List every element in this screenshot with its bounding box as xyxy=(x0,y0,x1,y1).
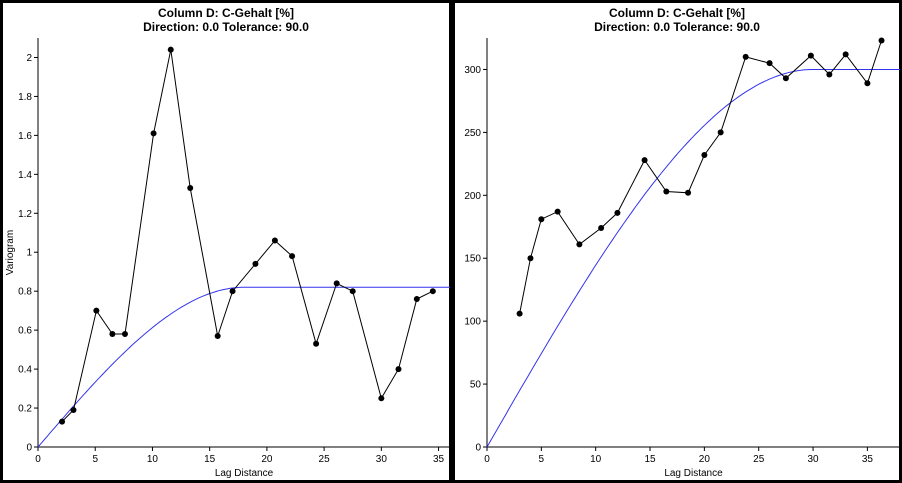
chart-title: Column D: C-Gehalt [%] xyxy=(158,6,294,20)
data-point xyxy=(766,60,773,67)
x-tick-label: 30 xyxy=(807,454,819,465)
data-point xyxy=(782,75,789,82)
x-tick-label: 10 xyxy=(590,454,602,465)
x-axis-label: Lag Distance xyxy=(215,468,274,479)
data-point xyxy=(378,395,385,402)
chart-title: Column D: C-Gehalt [%] xyxy=(609,6,745,20)
data-point xyxy=(538,216,545,223)
y-tick-label: 0.6 xyxy=(18,326,32,337)
data-point xyxy=(289,253,296,260)
x-tick-label: 35 xyxy=(862,454,874,465)
data-point xyxy=(413,295,420,302)
x-tick-label: 15 xyxy=(204,454,216,465)
y-tick-label: 0.4 xyxy=(18,365,32,376)
data-point xyxy=(717,129,724,136)
model-curve xyxy=(37,286,450,448)
data-point xyxy=(527,255,534,262)
data-point xyxy=(349,288,356,295)
chart-subtitle: Direction: 0.0 Tolerance: 90.0 xyxy=(594,20,760,34)
y-tick-label: 0 xyxy=(26,443,32,454)
y-tick-label: 1.4 xyxy=(18,170,32,181)
x-tick-label: 20 xyxy=(261,454,273,465)
y-tick-label: 1.8 xyxy=(18,92,32,103)
data-point xyxy=(864,80,871,87)
data-point xyxy=(878,37,885,44)
data-point xyxy=(271,237,278,244)
variogram-panel-left: Column D: C-Gehalt [%] Direction: 0.0 To… xyxy=(0,0,452,483)
data-point xyxy=(59,418,66,425)
data-point xyxy=(252,260,259,267)
experimental-variogram-line xyxy=(61,49,434,423)
data-point xyxy=(93,307,100,314)
variogram-plot-right: 0 5 10 15 20 25 30 35 0 50 100 150 200 250 300 Lag Dist… xyxy=(464,37,900,479)
data-point xyxy=(614,209,621,216)
x-tick-label: 30 xyxy=(376,454,388,465)
variogram-plot-left: 0 5 10 15 20 25 30 35 0 0.2 0.4 0.6 0.8 1 1.2 1.4 1.6 1.8… xyxy=(5,38,450,479)
data-point xyxy=(685,189,692,196)
variogram-panel-right: Column D: C-Gehalt [%] Direction: 0.0 To… xyxy=(452,0,902,483)
data-point xyxy=(842,51,849,58)
x-tick-label: 5 xyxy=(539,454,545,465)
x-axis-label: Lag Distance xyxy=(664,468,723,479)
y-tick-label: 0 xyxy=(475,443,481,454)
data-point xyxy=(214,332,221,339)
y-tick-label: 150 xyxy=(464,254,481,265)
data-point xyxy=(554,208,561,215)
data-point xyxy=(598,225,605,232)
x-tick-label: 35 xyxy=(433,454,445,465)
x-tick-label: 10 xyxy=(147,454,159,465)
data-point xyxy=(109,331,116,338)
data-point xyxy=(429,288,436,295)
data-point xyxy=(150,130,157,137)
data-point xyxy=(229,288,236,295)
y-tick-label: 1.6 xyxy=(18,131,32,142)
data-point xyxy=(807,52,814,59)
x-tick-label: 0 xyxy=(35,454,41,465)
data-point xyxy=(826,71,833,78)
y-tick-label: 200 xyxy=(464,191,481,202)
y-tick-label: 250 xyxy=(464,128,481,139)
data-point xyxy=(701,152,708,159)
data-point xyxy=(70,406,77,413)
data-point xyxy=(395,366,402,373)
y-tick-label: 1 xyxy=(26,248,32,259)
model-curve xyxy=(486,69,900,448)
data-point xyxy=(121,331,128,338)
data-point xyxy=(516,310,523,317)
y-axis-label: Variogram xyxy=(5,230,16,275)
data-point xyxy=(187,184,194,191)
data-point xyxy=(641,157,648,164)
y-tick-label: 100 xyxy=(464,317,481,328)
y-tick-label: 0.8 xyxy=(18,287,32,298)
data-point xyxy=(576,241,583,248)
x-tick-label: 25 xyxy=(753,454,765,465)
data-point xyxy=(333,280,340,287)
x-tick-label: 20 xyxy=(699,454,711,465)
data-point xyxy=(742,53,749,60)
x-tick-label: 25 xyxy=(319,454,331,465)
experimental-variogram-line xyxy=(519,40,882,314)
y-tick-label: 50 xyxy=(470,380,482,391)
x-tick-label: 5 xyxy=(92,454,98,465)
y-tick-label: 1.2 xyxy=(18,209,32,220)
data-point xyxy=(167,46,174,53)
x-tick-label: 15 xyxy=(644,454,656,465)
chart-subtitle: Direction: 0.0 Tolerance: 90.0 xyxy=(143,20,309,34)
x-tick-label: 0 xyxy=(484,454,490,465)
y-tick-label: 300 xyxy=(464,65,481,76)
y-tick-label: 2 xyxy=(26,53,32,64)
y-tick-label: 0.2 xyxy=(18,404,32,415)
data-point xyxy=(313,340,320,347)
data-point xyxy=(663,188,670,195)
